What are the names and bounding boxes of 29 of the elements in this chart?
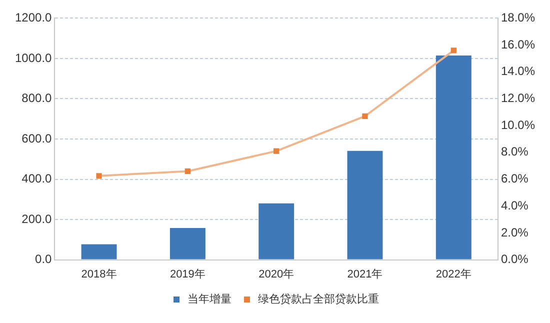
x-tick-label: 2022年 bbox=[436, 268, 472, 280]
y2-tick-label: 0.0% bbox=[500, 252, 529, 266]
bar bbox=[81, 244, 117, 260]
bar bbox=[258, 203, 294, 260]
legend-label: 绿色贷款占全部贷款比重 bbox=[258, 292, 379, 306]
y2-tick-label: 12.0% bbox=[500, 91, 536, 106]
x-tick-label: 2020年 bbox=[258, 268, 294, 280]
bar bbox=[170, 228, 206, 260]
y2-tick-label: 16.0% bbox=[500, 37, 536, 52]
legend-label: 当年增量 bbox=[188, 294, 232, 306]
y2-tick-label: 18.0% bbox=[500, 10, 536, 25]
y-tick-label: 1000.0 bbox=[15, 50, 52, 65]
y2-tick-label: 14.0% bbox=[500, 64, 536, 78]
y2-tick-label: 2.0% bbox=[500, 225, 529, 240]
bar bbox=[347, 150, 383, 260]
y-tick-label: 0.0 bbox=[35, 252, 52, 266]
y2-tick-label: 6.0% bbox=[500, 172, 529, 186]
y-tick-label: 1200.0 bbox=[15, 10, 52, 25]
y-tick-label: 600.0 bbox=[22, 131, 52, 146]
y-tick-label: 800.0 bbox=[22, 91, 52, 106]
y-tick-label: 400.0 bbox=[22, 172, 52, 186]
x-tick-label: 2021年 bbox=[347, 268, 383, 280]
y-tick-label: 200.0 bbox=[22, 212, 52, 226]
y2-tick-label: 8.0% bbox=[500, 144, 529, 159]
x-tick-label: 2019年 bbox=[170, 268, 206, 280]
bar bbox=[436, 55, 472, 260]
y2-tick-label: 4.0% bbox=[500, 198, 529, 212]
y2-tick-label: 10.0% bbox=[500, 118, 536, 132]
x-tick-label: 2018年 bbox=[81, 268, 117, 280]
